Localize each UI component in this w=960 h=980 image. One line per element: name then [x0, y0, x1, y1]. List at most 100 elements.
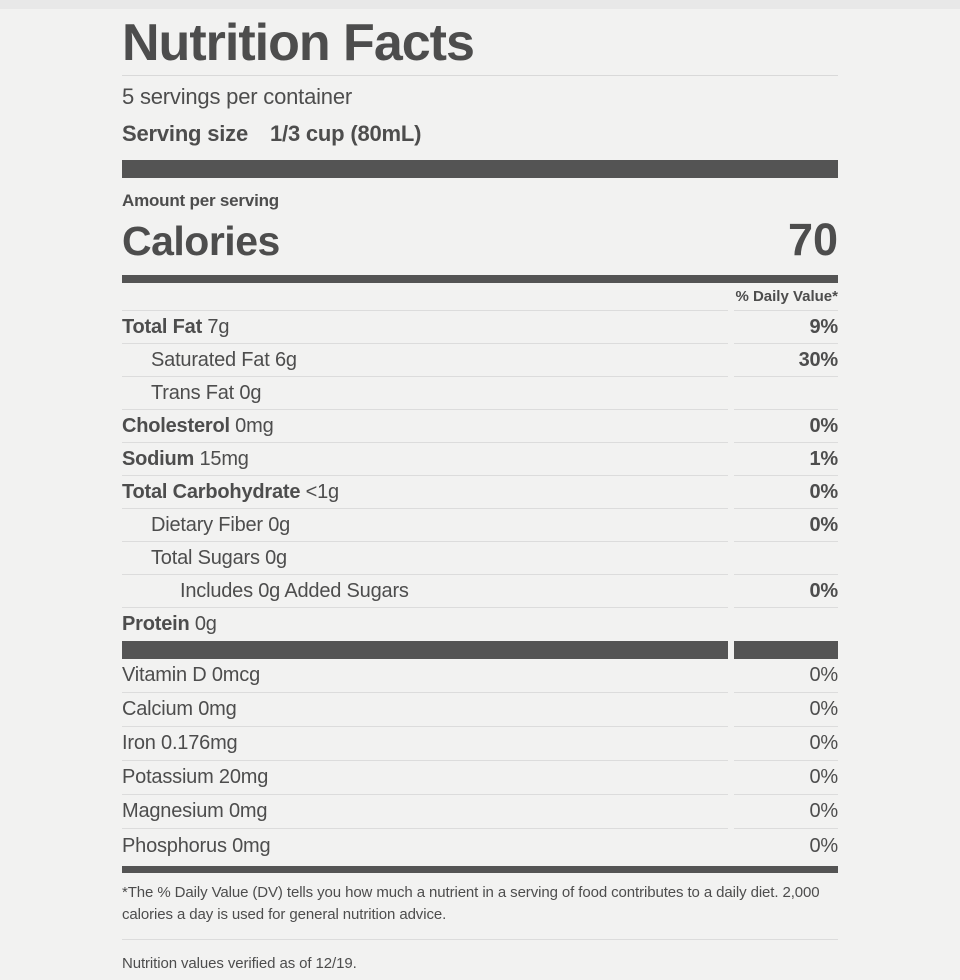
daily-value: 1% [734, 443, 838, 476]
nutrient-name-amount: Cholesterol 0mg [122, 410, 728, 443]
servings-per-container: 5 servings per container [122, 84, 352, 109]
nutrient-name-amount: Sodium 15mg [122, 443, 728, 476]
amount-per-serving-label: Amount per serving [122, 191, 279, 210]
nutrient-name: Includes 0g Added Sugars [180, 579, 409, 602]
daily-value: 0% [734, 659, 838, 693]
nutrient-amount: 0g [262, 513, 291, 536]
calories-row: Calories 70 [122, 214, 838, 266]
nutrient-name-amount: Iron 0.176mg [122, 727, 728, 761]
daily-value: 0% [809, 834, 838, 857]
nutrient-amount: 0mg [226, 834, 271, 857]
daily-value [734, 542, 838, 575]
daily-value: 0% [734, 693, 838, 727]
daily-value: 0% [734, 795, 838, 829]
nutrient-amount: 0g [234, 381, 262, 404]
nutrient-name: Total Fat [122, 315, 203, 338]
nutrient-name-amount: Protein 0g [122, 608, 728, 641]
nutrient-name-amount: Potassium 20mg [122, 761, 728, 795]
page-top-strip [0, 0, 960, 9]
micronutrient-table: Vitamin D 0mcg 0% Calcium 0mg 0% Iron 0.176m… [122, 659, 838, 863]
nutrient-name: Potassium [122, 766, 214, 788]
nutrient-name: Vitamin D [122, 664, 207, 686]
daily-value-header-row: % Daily Value* [122, 283, 838, 311]
nutrient-amount: 0g [259, 546, 287, 569]
calories-value: 70 [787, 214, 838, 265]
nutrient-amount: 6g [269, 348, 297, 371]
nutrient-amount: 15mg [194, 447, 249, 470]
nutrient-amount: <1g [300, 480, 340, 503]
daily-value: 0% [734, 410, 838, 443]
micronutrient-row: Potassium 20mg 0% [122, 761, 838, 795]
daily-value: 0% [734, 761, 838, 795]
nutrient-name-amount: Vitamin D 0mcg [122, 659, 728, 693]
section-bar-header [122, 160, 838, 178]
nutrient-name-amount: Magnesium 0mg [122, 795, 728, 829]
nutrient-row: Sodium 15mg 1% [122, 443, 838, 476]
nutrient-table: Total Fat 7g 9% Saturated Fat 6g 30% Trans F… [122, 311, 838, 641]
nutrient-amount: 0mg [223, 800, 268, 822]
nutrient-amount: 20mg [213, 766, 269, 788]
nutrient-row: Dietary Fiber 0g 0% [122, 509, 838, 542]
nutrient-name: Calcium [122, 698, 193, 720]
nutrient-row: Saturated Fat 6g 30% [122, 344, 838, 377]
nutrient-name: Saturated Fat [151, 348, 270, 371]
nutrient-name: Magnesium [122, 800, 224, 822]
nutrient-name-amount: Includes 0g Added Sugars [122, 575, 728, 608]
nutrient-name: Total Carbohydrate [122, 480, 301, 503]
calories-label: Calories [122, 218, 280, 264]
nutrient-name: Phosphorus [122, 834, 227, 857]
nutrient-name-amount: Trans Fat 0g [122, 377, 728, 410]
title-divider [122, 75, 838, 76]
micronutrient-row: Magnesium 0mg 0% [122, 795, 838, 829]
nutrient-name: Iron [122, 732, 156, 754]
serving-size-value: 1/3 cup (80mL) [270, 121, 422, 146]
nutrient-name-amount: Total Fat 7g [122, 311, 728, 344]
micronutrient-row: Calcium 0mg 0% [122, 693, 838, 727]
nutrient-name-amount: Total Carbohydrate <1g [122, 476, 728, 509]
daily-value: 9% [734, 311, 838, 344]
nutrient-amount: 0mcg [206, 664, 260, 686]
nutrient-amount: 0.176mg [155, 732, 238, 754]
nutrient-name-amount: Dietary Fiber 0g [122, 509, 728, 542]
nutrient-amount: 0mg [192, 698, 237, 720]
nutrient-name: Sodium [122, 447, 195, 470]
nutrient-row: Cholesterol 0mg 0% [122, 410, 838, 443]
daily-value-header-spacer [122, 283, 728, 311]
daily-value: 0% [734, 575, 838, 608]
nutrient-row: Total Sugars 0g [122, 542, 838, 575]
verification-note: Nutrition values verified as of 12/19. [122, 954, 357, 972]
daily-value: 30% [734, 344, 838, 377]
nutrient-row: Total Carbohydrate <1g 0% [122, 476, 838, 509]
section-bar-protein [122, 641, 838, 659]
micronutrient-row: Iron 0.176mg 0% [122, 727, 838, 761]
serving-size-row: Serving size 1/3 cup (80mL) [122, 121, 838, 147]
daily-value-header: % Daily Value* [734, 283, 838, 311]
nutrient-amount: 0g [189, 613, 217, 635]
nutrient-row: Trans Fat 0g [122, 377, 838, 410]
nutrient-name: Dietary Fiber [151, 513, 263, 536]
section-bar-protein-left [122, 641, 728, 659]
nutrient-name-amount: Phosphorus 0mg [122, 829, 728, 863]
page-title: Nutrition Facts [122, 14, 475, 72]
micronutrient-row: Phosphorus 0mg 0% [122, 829, 838, 863]
daily-value-footnote: *The % Daily Value (DV) tells you how mu… [122, 882, 838, 940]
nutrient-name: Trans Fat [151, 381, 235, 404]
nutrient-name-amount: Calcium 0mg [122, 693, 728, 727]
daily-value: 0% [734, 727, 838, 761]
nutrition-facts-label: Nutrition Facts 5 servings per container… [122, 9, 838, 972]
nutrient-row: Includes 0g Added Sugars 0% [122, 575, 838, 608]
section-bar-bottom [122, 866, 838, 873]
daily-value: 0% [734, 476, 838, 509]
daily-value [734, 377, 838, 410]
nutrient-row: Protein 0g [122, 608, 838, 641]
micronutrient-row: Vitamin D 0mcg 0% [122, 659, 838, 693]
section-bar-calories [122, 275, 838, 283]
nutrient-name-amount: Total Sugars 0g [122, 542, 728, 575]
nutrient-name-amount: Saturated Fat 6g [122, 344, 728, 377]
daily-value [734, 608, 838, 641]
nutrient-row: Total Fat 7g 9% [122, 311, 838, 344]
daily-value: 0% [734, 509, 838, 542]
section-bar-protein-right [734, 641, 838, 659]
nutrient-amount: 7g [202, 315, 230, 338]
serving-size-label: Serving size [122, 121, 248, 146]
